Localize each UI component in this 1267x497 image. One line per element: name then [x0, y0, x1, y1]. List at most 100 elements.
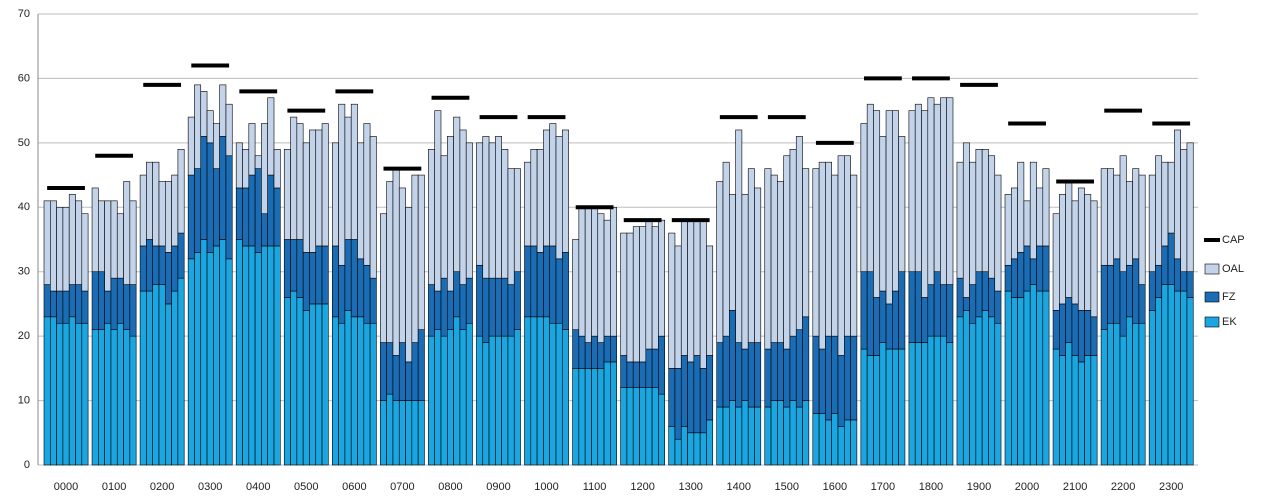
bar-segment — [386, 393, 394, 466]
bar-segment — [946, 342, 954, 466]
bar-segment — [555, 258, 563, 324]
bar-segment — [386, 342, 394, 395]
bar-segment — [873, 355, 881, 466]
bar-segment — [524, 245, 532, 318]
bar-segment — [597, 213, 605, 343]
bar-segment — [837, 426, 845, 466]
bar-segment — [440, 277, 448, 337]
bar-segment — [513, 271, 521, 331]
bar-segment — [693, 355, 701, 434]
legend-swatch — [1204, 263, 1220, 275]
bar-segment — [969, 322, 977, 466]
bar-segment — [338, 322, 346, 466]
bar-segment — [254, 252, 262, 466]
bar-segment — [921, 297, 929, 343]
bar-segment — [584, 368, 592, 466]
bar-segment — [975, 271, 983, 318]
bar-segment — [194, 252, 202, 466]
bar-segment — [885, 110, 893, 305]
bar-segment — [49, 290, 57, 318]
bar-segment — [1100, 329, 1108, 466]
y-tick-label: 70 — [18, 8, 30, 20]
bar-segment — [975, 316, 983, 466]
bar-segment — [369, 322, 377, 466]
bar-segment — [914, 271, 922, 343]
bar-segment — [171, 290, 179, 466]
bar-segment — [831, 174, 839, 337]
bar-segment — [453, 271, 461, 318]
bar-segment — [273, 187, 281, 247]
legend-label: EK — [1222, 316, 1237, 328]
bar-segment — [1023, 200, 1031, 247]
bar-segment — [1084, 310, 1092, 356]
bar-segment — [476, 142, 484, 266]
bar-segment — [1107, 264, 1115, 324]
bar-segment — [956, 277, 964, 318]
bar-segment — [892, 290, 899, 350]
bar-segment — [507, 168, 515, 285]
x-tick-label: 1600 — [823, 481, 847, 493]
bar-segment — [549, 245, 557, 324]
bar-segment — [267, 245, 275, 466]
bar-segment — [754, 187, 762, 343]
bar-segment — [981, 271, 989, 311]
bar-segment — [81, 213, 89, 292]
bar-segment — [446, 136, 454, 292]
bar-segment — [261, 213, 268, 247]
bar-segment — [843, 155, 851, 337]
bar-segment — [1126, 316, 1133, 466]
bar-segment — [434, 110, 442, 292]
bar-segment — [1174, 129, 1181, 260]
bar-segment — [296, 123, 304, 240]
bar-segment — [405, 361, 413, 401]
bar-segment — [75, 322, 83, 466]
bar-segment — [273, 245, 281, 466]
bar-segment — [1107, 168, 1115, 266]
bar-segment — [1138, 174, 1146, 285]
x-tick-label: 0000 — [54, 481, 78, 493]
bar-segment — [501, 277, 509, 337]
bar-segment — [892, 348, 899, 466]
bar-segment — [722, 335, 730, 408]
y-tick-label: 20 — [18, 330, 30, 342]
bar-segment — [235, 239, 243, 466]
bar-segment — [578, 335, 586, 369]
bar-segment — [248, 245, 256, 466]
bar-segment — [1004, 290, 1012, 466]
bar-segment — [446, 290, 454, 330]
bar-segment — [1090, 316, 1098, 356]
x-tick-label: 1700 — [871, 481, 895, 493]
bar-segment — [321, 245, 329, 305]
x-tick-label: 1100 — [583, 481, 607, 493]
bar-segment — [482, 136, 490, 279]
bar-segment — [123, 181, 131, 285]
bar-segment — [706, 355, 714, 421]
bar-segment — [728, 400, 736, 466]
bar-segment — [1148, 174, 1156, 273]
bar-segment — [818, 413, 826, 466]
bar-segment — [219, 136, 227, 240]
bar-segment — [645, 348, 653, 388]
bar-segment — [1029, 258, 1037, 285]
bar-segment — [146, 161, 153, 240]
bar-segment — [225, 258, 233, 466]
bar-segment — [1042, 245, 1050, 292]
bar-segment — [513, 168, 521, 273]
bar-segment — [687, 432, 695, 466]
bar-segment — [1084, 194, 1092, 311]
bar-segment — [1174, 290, 1181, 466]
bar-segment — [956, 161, 964, 279]
bar-segment — [988, 316, 996, 466]
bar-segment — [914, 103, 922, 273]
bar-segment — [309, 252, 317, 305]
bar-segment — [1180, 290, 1188, 466]
bar-segment — [81, 290, 89, 324]
bar-segment — [1132, 168, 1140, 260]
bar-segment — [283, 149, 291, 240]
bar-segment — [158, 245, 166, 285]
bar-segment — [668, 232, 676, 369]
bar-segment — [1017, 297, 1025, 466]
bar-segment — [459, 329, 467, 466]
bar-segment — [242, 245, 250, 466]
bar-segment — [283, 239, 291, 298]
